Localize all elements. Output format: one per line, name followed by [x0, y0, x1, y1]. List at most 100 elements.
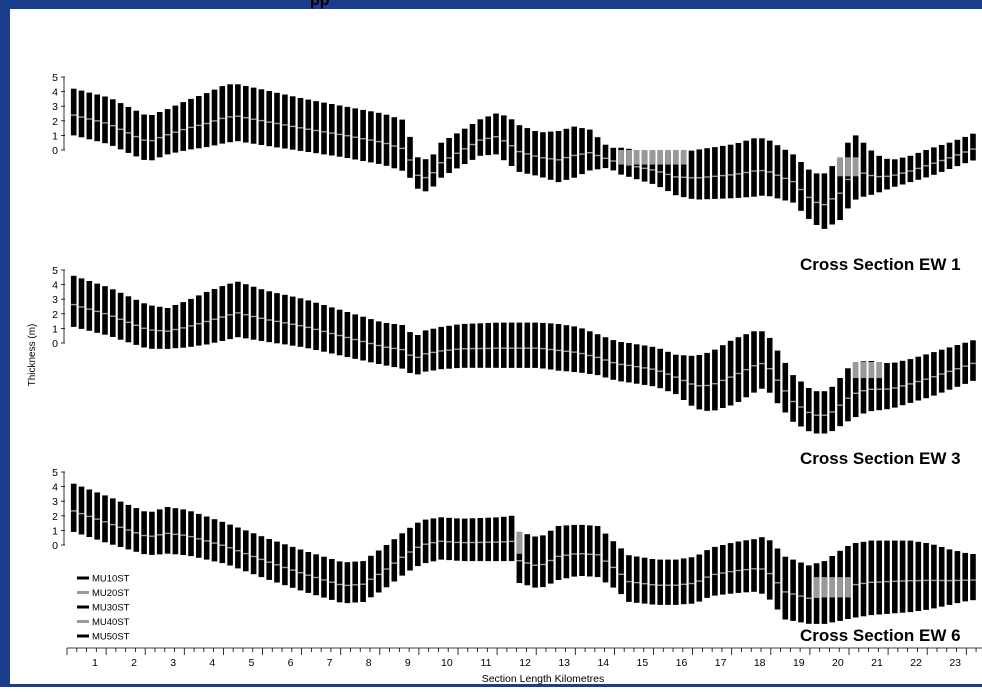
grey-layer [860, 362, 867, 379]
bar [610, 541, 617, 588]
layer-boundary [289, 569, 296, 571]
grey-layer [633, 150, 640, 165]
bar [884, 363, 890, 410]
layer-boundary [508, 145, 515, 147]
layer-boundary [892, 580, 898, 582]
layer-boundary [766, 572, 773, 575]
bar [243, 284, 249, 339]
bar [602, 337, 609, 378]
bar [149, 115, 155, 161]
layer-boundary [117, 526, 124, 528]
bar [727, 144, 734, 199]
bar [829, 166, 835, 225]
layer-boundary [141, 534, 147, 537]
layer-boundary [211, 120, 218, 122]
bar [563, 128, 570, 180]
layer-boundary [571, 553, 577, 555]
bar [501, 516, 507, 562]
bar [766, 337, 773, 393]
bar [508, 322, 515, 368]
layer-boundary [235, 115, 241, 117]
bar [938, 547, 945, 607]
layer-boundary [289, 125, 296, 128]
layer-boundary [78, 512, 85, 515]
layer-boundary [540, 563, 546, 566]
layer-boundary [219, 544, 226, 546]
layer-boundary [125, 132, 132, 134]
layer-boundary [852, 392, 859, 394]
layer-boundary [368, 139, 374, 141]
bar [547, 323, 554, 370]
bar [375, 112, 382, 164]
bar [415, 335, 421, 375]
layer-boundary [469, 143, 476, 146]
x-tick-label: 21 [871, 657, 883, 669]
bar [806, 169, 812, 219]
bar [493, 517, 499, 562]
layer-boundary [727, 570, 734, 573]
grey-layer [868, 362, 875, 379]
bar [461, 323, 468, 368]
layer-boundary [313, 328, 319, 331]
bar [250, 286, 257, 340]
bar [806, 565, 812, 624]
bar [774, 145, 781, 199]
bar [117, 292, 124, 340]
layer-boundary [813, 201, 820, 204]
bar [696, 149, 703, 200]
layer-boundary [133, 135, 140, 138]
bar [274, 293, 280, 344]
y-tick-label: 5 [52, 265, 58, 277]
bar [594, 526, 601, 578]
bar [860, 361, 867, 414]
layer-boundary [759, 362, 765, 365]
bar [946, 347, 953, 390]
layer-boundary [907, 170, 914, 172]
layer-boundary [766, 171, 773, 173]
y-tick-label: 1 [52, 525, 58, 537]
x-tick-label: 16 [676, 657, 688, 669]
layer-boundary [899, 580, 906, 582]
layer-boundary [180, 128, 186, 131]
layer-boundary [282, 322, 288, 324]
layer-boundary [563, 350, 570, 352]
y-tick-label: 3 [52, 101, 58, 113]
bar [235, 84, 241, 142]
bar [360, 316, 366, 361]
layer-boundary [415, 356, 421, 359]
legend-swatch [77, 591, 89, 594]
y-tick-label: 1 [52, 130, 58, 142]
bar [579, 128, 585, 175]
bar [391, 539, 398, 582]
layer-boundary [727, 376, 734, 378]
bar [532, 131, 538, 176]
bar [571, 326, 577, 372]
bar [313, 302, 319, 350]
layer-boundary [243, 552, 249, 555]
layer-boundary [156, 329, 163, 332]
bar [798, 562, 804, 623]
bar [594, 334, 601, 376]
layer-boundary [422, 176, 429, 179]
layer-boundary [633, 166, 640, 168]
bar [954, 139, 961, 167]
bar [102, 286, 108, 335]
layer-boundary [923, 579, 929, 582]
bar [110, 498, 116, 545]
bar [852, 362, 859, 418]
bar [493, 113, 499, 155]
bar [962, 136, 968, 164]
bar [70, 88, 77, 136]
layer-boundary [86, 515, 93, 518]
bar [649, 559, 656, 605]
bar [461, 128, 468, 164]
layer-boundary [454, 541, 460, 544]
layer-boundary [235, 550, 241, 552]
layer-boundary [547, 559, 554, 562]
layer-boundary [555, 349, 562, 352]
layer-boundary [829, 411, 835, 413]
layer-boundary [156, 534, 163, 536]
layer-boundary [563, 156, 570, 159]
bar [485, 116, 491, 156]
panel-title: Cross Section EW 6 [800, 626, 961, 645]
